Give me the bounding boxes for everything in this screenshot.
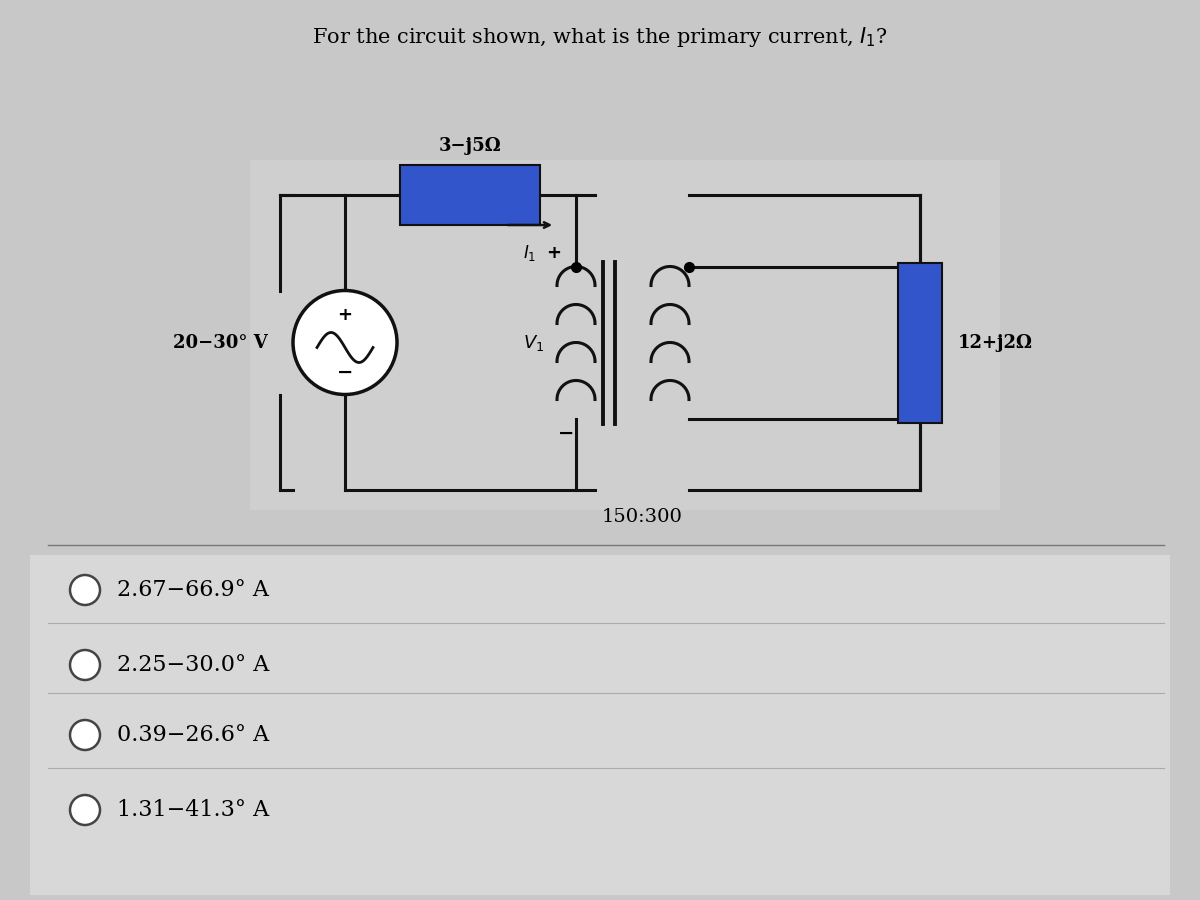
Bar <box>250 160 1000 510</box>
Text: 2.25−30.0° A: 2.25−30.0° A <box>118 654 269 676</box>
Text: +: + <box>337 305 353 323</box>
Bar <box>400 165 540 225</box>
Circle shape <box>70 575 100 605</box>
Text: −: − <box>558 424 574 443</box>
Circle shape <box>70 720 100 750</box>
Text: 0.39−26.6° A: 0.39−26.6° A <box>118 724 269 746</box>
Text: 20−30° V: 20−30° V <box>173 334 268 352</box>
Text: $I_1$: $I_1$ <box>523 243 536 263</box>
Text: $V_1$: $V_1$ <box>523 332 544 353</box>
Text: For the circuit shown, what is the primary current, $I_1$?: For the circuit shown, what is the prima… <box>312 25 888 49</box>
Text: 3−j5Ω: 3−j5Ω <box>439 137 502 155</box>
Circle shape <box>293 291 397 394</box>
Circle shape <box>70 650 100 680</box>
Text: −: − <box>337 363 353 382</box>
Text: 12+j2Ω: 12+j2Ω <box>958 334 1032 352</box>
Circle shape <box>70 795 100 825</box>
Text: 2.67−66.9° A: 2.67−66.9° A <box>118 579 269 601</box>
Bar <box>898 263 942 422</box>
Bar <box>30 555 1170 895</box>
Text: +: + <box>546 244 562 262</box>
Text: 1.31−41.3° A: 1.31−41.3° A <box>118 799 269 821</box>
Text: 150:300: 150:300 <box>602 508 683 526</box>
